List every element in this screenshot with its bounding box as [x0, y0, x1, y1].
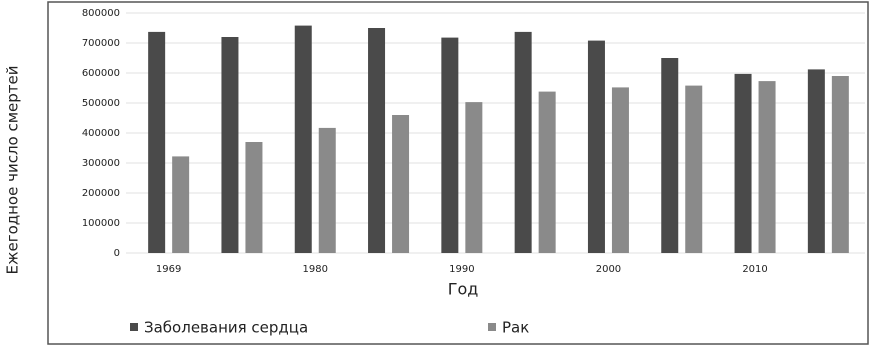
bar	[441, 37, 459, 253]
x-tick-label: 1990	[449, 264, 474, 275]
x-tick-label: 1980	[303, 264, 328, 275]
legend-label: Заболевания сердца	[144, 319, 308, 337]
x-axis-label: Год	[448, 280, 479, 299]
legend-marker	[488, 323, 496, 331]
bar	[734, 73, 752, 254]
y-tick-label: 800000	[82, 8, 120, 19]
legend-marker	[130, 323, 138, 331]
frame	[47, 1, 869, 345]
bar	[758, 81, 776, 253]
bar	[245, 142, 263, 253]
bar	[807, 69, 825, 254]
bar	[318, 127, 336, 253]
bar	[294, 25, 312, 253]
bar	[538, 91, 556, 253]
y-tick-label: 300000	[82, 158, 120, 169]
bar	[465, 102, 483, 253]
y-tick-label: 500000	[82, 98, 120, 109]
x-tick-label: 2010	[742, 264, 767, 275]
bar	[685, 85, 703, 253]
bar	[514, 31, 532, 254]
bar	[831, 76, 849, 253]
y-axis-label: Ежегодное число смертей	[4, 65, 22, 274]
bar	[611, 87, 629, 254]
bar	[172, 156, 190, 253]
legend-label: Рак	[502, 319, 529, 337]
y-tick-label: 100000	[82, 218, 120, 229]
bar	[368, 28, 386, 253]
y-tick-label: 600000	[82, 68, 120, 79]
bar	[221, 37, 239, 253]
y-tick-label: 0	[114, 248, 120, 259]
bar	[661, 58, 679, 253]
bar	[148, 31, 166, 254]
x-tick-label: 1969	[156, 264, 181, 275]
y-tick-label: 700000	[82, 38, 120, 49]
bar	[392, 115, 410, 253]
y-tick-label: 400000	[82, 128, 120, 139]
bar	[587, 40, 605, 253]
x-tick-label: 2000	[596, 264, 621, 275]
y-tick-label: 200000	[82, 188, 120, 199]
